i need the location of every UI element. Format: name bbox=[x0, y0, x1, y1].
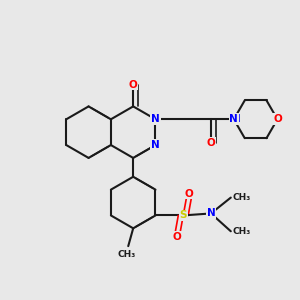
Text: O: O bbox=[273, 114, 282, 124]
Text: CH₃: CH₃ bbox=[117, 250, 135, 259]
Text: N: N bbox=[232, 114, 241, 124]
Text: O: O bbox=[185, 189, 194, 199]
Text: N: N bbox=[207, 208, 215, 218]
Text: O: O bbox=[129, 80, 138, 90]
Text: N: N bbox=[151, 114, 160, 124]
Text: CH₃: CH₃ bbox=[233, 193, 251, 202]
Text: N: N bbox=[230, 114, 238, 124]
Text: S: S bbox=[179, 210, 187, 220]
Text: N: N bbox=[151, 140, 160, 150]
Text: O: O bbox=[173, 232, 182, 242]
Text: CH₃: CH₃ bbox=[233, 227, 251, 236]
Text: O: O bbox=[207, 138, 215, 148]
